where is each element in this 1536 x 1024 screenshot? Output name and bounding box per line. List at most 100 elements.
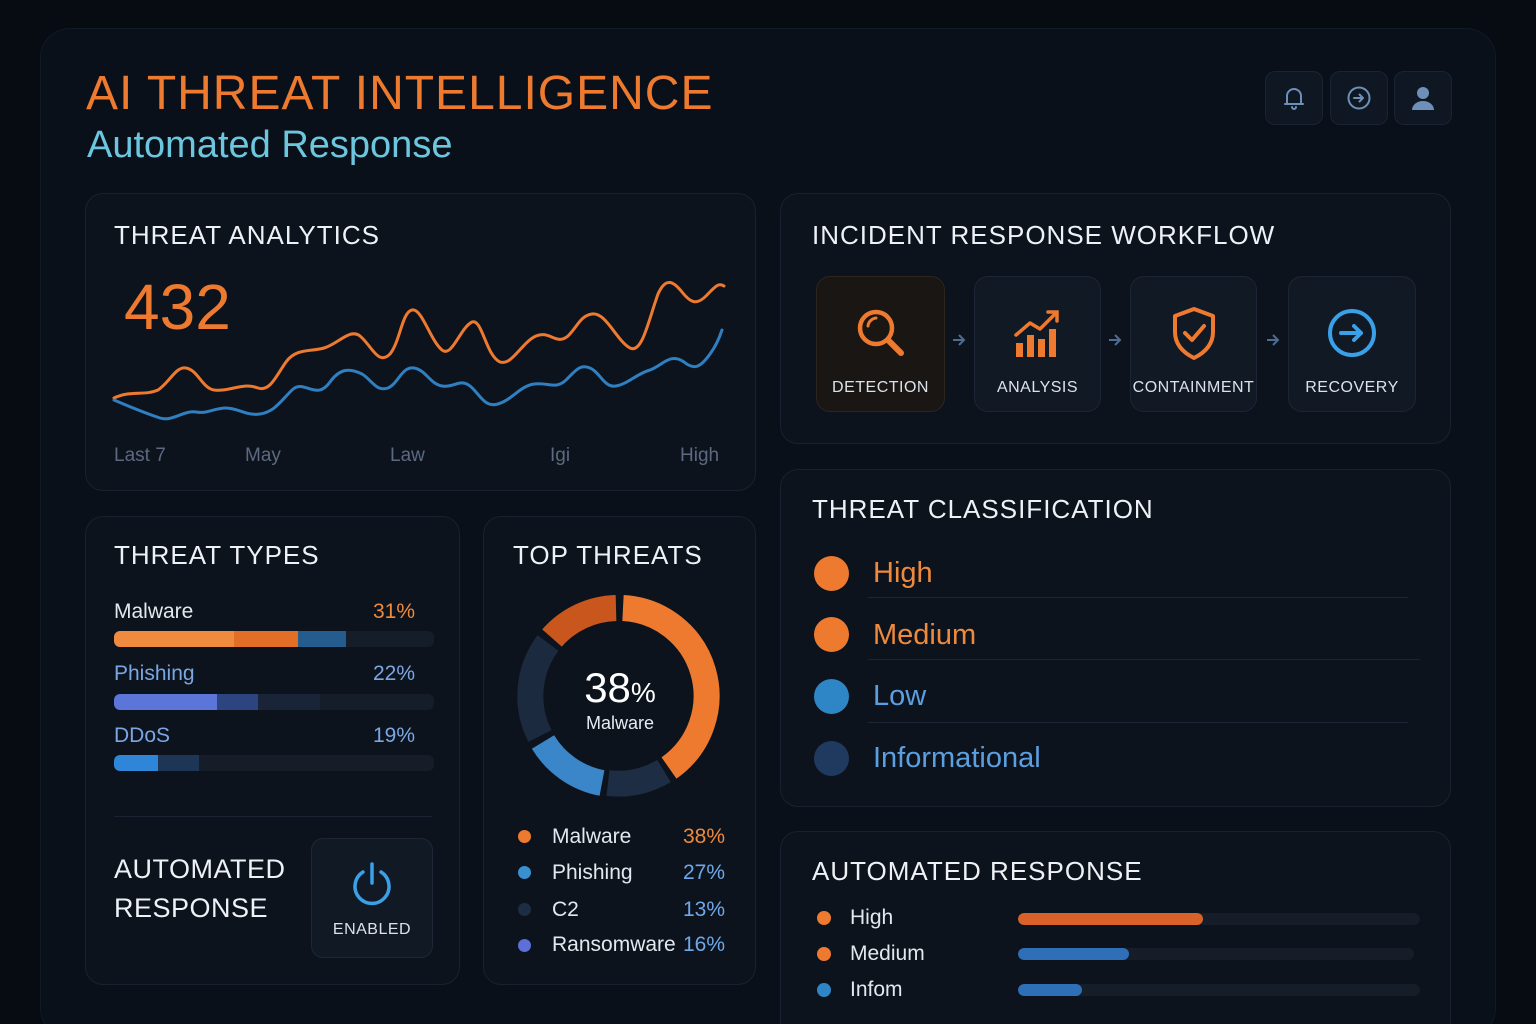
bar-segment xyxy=(234,631,298,647)
threat-classification-title: THREAT CLASSIFICATION xyxy=(812,494,1154,524)
threat-classification-card xyxy=(780,469,1451,807)
response-level-name: High xyxy=(850,906,894,929)
bar-segment xyxy=(114,694,217,710)
section-divider xyxy=(114,816,432,817)
bar-segment xyxy=(114,631,234,647)
threat-type-bar xyxy=(114,694,434,710)
automated-response-label: AUTOMATED RESPONSE xyxy=(114,854,286,923)
top-threats-title: TOP THREATS xyxy=(513,540,703,570)
arrow-circle-icon xyxy=(1328,309,1376,357)
toggle-state-label: ENABLED xyxy=(332,921,412,938)
row-divider xyxy=(868,597,1408,598)
response-level-bar xyxy=(1018,948,1414,960)
threat-type-name: DDoS xyxy=(114,724,171,747)
threat-analytics-card xyxy=(85,193,756,491)
power-icon xyxy=(353,862,391,906)
automated-response-toggle[interactable]: ENABLED xyxy=(311,838,433,958)
arrow-circle-icon xyxy=(1347,86,1371,110)
legend-value: 38% xyxy=(682,825,725,848)
threat-type-pct: 22% xyxy=(372,662,415,685)
legend-value: 27% xyxy=(682,861,725,884)
bell-icon xyxy=(1284,88,1304,110)
legend-name: C2 xyxy=(552,898,579,921)
response-level-name: Infom xyxy=(850,978,903,1001)
bar-chart-icon xyxy=(1013,310,1059,357)
notifications-button[interactable] xyxy=(1265,71,1323,125)
threat-type-pct: 19% xyxy=(372,724,415,747)
x-axis-label: High xyxy=(680,445,720,466)
threat-type-bar xyxy=(114,631,434,647)
x-axis-label: Last 7 xyxy=(114,445,166,466)
classification-dot xyxy=(814,556,849,591)
chevron-right-icon xyxy=(1109,334,1122,346)
x-axis-label: Law xyxy=(390,445,425,466)
row-divider xyxy=(868,659,1420,660)
shield-check-icon xyxy=(1172,307,1215,360)
response-level-bar xyxy=(1018,913,1420,925)
bar-segment xyxy=(114,755,158,771)
workflow-step-recovery[interactable]: RECOVERY xyxy=(1288,276,1416,412)
response-level-fill xyxy=(1018,948,1129,960)
classification-dot xyxy=(814,679,849,714)
trend-line-blue xyxy=(112,328,724,421)
response-dot xyxy=(817,983,831,997)
classification-name[interactable]: High xyxy=(873,557,933,589)
legend-dot xyxy=(518,866,531,879)
legend-value: 16% xyxy=(682,933,725,956)
top-threats-donut xyxy=(517,595,720,797)
classification-dot xyxy=(814,617,849,652)
x-axis-label: May xyxy=(245,445,281,466)
user-icon xyxy=(1412,87,1434,110)
donut-segment-ransomware xyxy=(542,595,617,647)
classification-name[interactable]: Informational xyxy=(873,742,1041,774)
response-dot xyxy=(817,911,831,925)
threat-type-bar xyxy=(114,755,434,771)
automated-response-title: AUTOMATED RESPONSE xyxy=(812,856,1143,886)
classification-name[interactable]: Low xyxy=(873,680,927,712)
bar-segment xyxy=(158,755,199,771)
chevron-right-icon xyxy=(953,334,966,346)
donut-segment-malware xyxy=(621,595,720,779)
response-dot xyxy=(817,947,831,961)
response-level-bar xyxy=(1018,984,1420,996)
page-title: AI THREAT INTELLIGENCE xyxy=(86,67,714,120)
workflow-step-detection[interactable]: DETECTION xyxy=(816,276,945,412)
workflow-step-label: RECOVERY xyxy=(1305,379,1399,396)
workflow-step-label: CONTAINMENT xyxy=(1132,379,1255,396)
threat-trend-chart xyxy=(112,281,726,421)
trend-line-orange xyxy=(112,281,726,400)
classification-name[interactable]: Medium xyxy=(873,619,977,651)
bar-segment xyxy=(217,694,258,710)
forward-button[interactable] xyxy=(1330,71,1388,125)
legend-name: Malware xyxy=(552,825,632,848)
chevron-right-icon xyxy=(1267,334,1280,346)
classification-dot xyxy=(814,741,849,776)
donut-center-label: Malware xyxy=(585,713,655,733)
workflow-step-analysis[interactable]: ANALYSIS xyxy=(974,276,1101,412)
magnifier-icon xyxy=(857,309,904,356)
workflow-step-label: ANALYSIS xyxy=(996,379,1079,396)
threat-types-title: THREAT TYPES xyxy=(114,540,320,570)
bar-segment xyxy=(298,631,346,647)
threat-type-name: Phishing xyxy=(114,662,195,685)
workflow-step-containment[interactable]: CONTAINMENT xyxy=(1130,276,1257,412)
incident-workflow-title: INCIDENT RESPONSE WORKFLOW xyxy=(812,220,1276,250)
legend-value: 13% xyxy=(682,898,725,921)
threat-analytics-title: THREAT ANALYTICS xyxy=(114,220,380,250)
workflow-step-label: DETECTION xyxy=(832,379,929,396)
bar-segment xyxy=(258,694,320,710)
x-axis-label: Igi xyxy=(550,445,571,466)
legend-name: Phishing xyxy=(552,861,633,884)
response-level-fill xyxy=(1018,913,1203,925)
user-profile-button[interactable] xyxy=(1394,71,1452,125)
threat-type-pct: 31% xyxy=(372,600,415,623)
donut-segment-c2 xyxy=(606,759,671,797)
donut-center-value: 38% xyxy=(584,664,656,711)
legend-name: Ransomware xyxy=(552,933,676,956)
threat-type-name: Malware xyxy=(114,600,194,623)
page-subtitle: Automated Response xyxy=(87,124,453,166)
response-level-name: Medium xyxy=(850,942,925,965)
legend-dot xyxy=(518,939,531,952)
response-level-fill xyxy=(1018,984,1083,996)
legend-dot xyxy=(518,903,531,916)
